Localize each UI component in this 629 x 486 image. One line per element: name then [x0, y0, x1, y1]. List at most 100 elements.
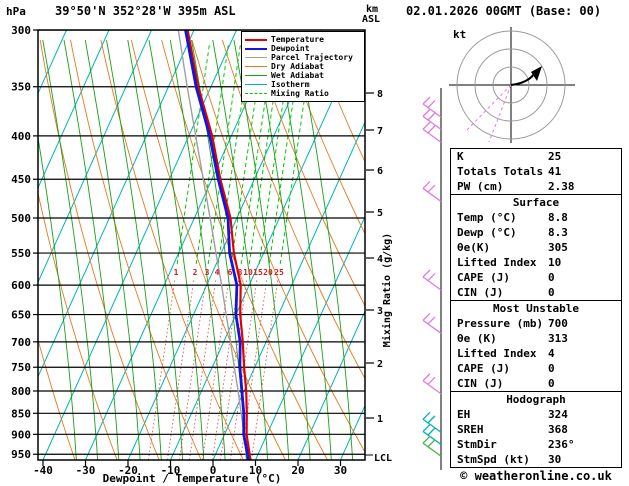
temp-tick-label: 0 [210, 464, 217, 477]
datetime-label: 02.01.2026 00GMT (Base: 00) [406, 4, 601, 18]
pressure-tick-label: 500 [11, 212, 31, 225]
temp-tick-label: 20 [291, 464, 304, 477]
legend-item: Isotherm [245, 80, 361, 89]
storm-sector-line [464, 84, 512, 133]
station-coordinates: 39°50'N 352°28'W 395m ASL [55, 4, 236, 18]
stat-row: Pressure (mb) 700 [451, 316, 621, 331]
stat-row: StmSpd (kt) 30 [451, 452, 621, 467]
legend-swatch [245, 75, 267, 76]
km-tick-label: 8 [377, 89, 383, 100]
stat-value: 25 [548, 150, 562, 163]
pressure-tick-label: 850 [11, 407, 31, 420]
altitude-axis-unit-asl: ASL [362, 14, 380, 25]
stats-section-title: Hodograph [506, 393, 566, 406]
mixing-ratio-value: 10 [243, 268, 253, 277]
pressure-tick-label: 400 [11, 130, 31, 143]
wind-barb [422, 269, 442, 291]
temperature-curve [186, 30, 252, 460]
stats-section-title: Surface [512, 196, 560, 209]
stat-value: 30 [548, 453, 562, 466]
stat-value: 0 [548, 377, 555, 390]
stat-row: CAPE (J) 0 [451, 270, 621, 285]
stat-label: CAPE (J) [457, 362, 510, 375]
stat-value: 236° [548, 438, 575, 451]
hodograph-unit-label: kt [453, 28, 466, 41]
stat-value: 2.38 [548, 180, 575, 193]
stat-label: Pressure (mb) [457, 317, 544, 330]
stat-label: CIN (J) [457, 377, 504, 390]
stat-value: 0 [548, 362, 555, 375]
stat-label: Lifted Index [457, 347, 537, 360]
mixing-ratio-value: 15 [253, 268, 263, 277]
mixing-ratio-value: 8 [238, 268, 243, 277]
chart-legend: Temperature Dewpoint Parcel Trajectory Dry … [241, 31, 365, 102]
stat-row: EH 324 [451, 407, 621, 422]
km-tick-label: 6 [377, 166, 383, 177]
stat-value: 8.3 [548, 226, 568, 239]
pressure-tick-label: 900 [11, 428, 31, 441]
stat-label: θe (K) [457, 332, 497, 345]
km-tick-label: 4 [377, 254, 383, 265]
legend-label: Mixing Ratio [271, 89, 329, 98]
stat-value: 0 [548, 271, 555, 284]
mixing-ratio-value: 6 [228, 268, 233, 277]
wind-barb [422, 435, 442, 457]
stat-label: CAPE (J) [457, 271, 510, 284]
mixing-ratio-value: 2 [193, 268, 198, 277]
stats-section: Most Unstable Pressure (mb) 700 θe (K) 313 Li… [450, 300, 622, 392]
legend-label: Wet Adiabat [271, 71, 324, 80]
pressure-tick-label: 650 [11, 309, 31, 322]
pressure-tick-label: 950 [11, 448, 31, 461]
pressure-tick-label: 750 [11, 361, 31, 374]
plot-border [37, 29, 366, 461]
stat-row: K 25 [451, 149, 621, 164]
altitude-axis-unit-km: km [366, 4, 378, 15]
hodograph-ring-2 [474, 48, 548, 122]
stat-label: Lifted Index [457, 256, 537, 269]
legend-swatch [245, 57, 267, 58]
stat-row: Lifted Index 4 [451, 346, 621, 361]
legend-item: Parcel Trajectory [245, 53, 361, 62]
stat-value: 313 [548, 332, 568, 345]
temp-tick-label: -20 [118, 464, 138, 477]
legend-swatch [245, 66, 267, 67]
lcl-label: LCL [374, 453, 392, 464]
hodograph-arrowhead [531, 66, 542, 81]
legend-label: Parcel Trajectory [271, 53, 353, 62]
pressure-tick-label: 450 [11, 173, 31, 186]
legend-label: Temperature [271, 35, 324, 44]
stat-value: 10 [548, 256, 562, 269]
mixing-ratio-axis-label: Mixing Ratio (g/kg) [381, 233, 393, 347]
stat-label: PW (cm) [457, 180, 504, 193]
stat-value: 8.8 [548, 211, 568, 224]
pressure-tick-label: 700 [11, 336, 31, 349]
stat-label: StmDir [457, 438, 497, 451]
mixing-ratio-value: 1 [174, 268, 179, 277]
stat-row: CIN (J) 0 [451, 376, 621, 391]
stat-label: CIN (J) [457, 286, 504, 299]
stats-section: Surface Temp (°C) 8.8 Dewp (°C) 8.3 θe(K) 305 L… [450, 194, 622, 301]
stat-label: SREH [457, 423, 484, 436]
legend-item: Dewpoint [245, 44, 361, 53]
temp-tick-label: 10 [249, 464, 262, 477]
stat-value: 41 [548, 165, 562, 178]
hodograph-ring-3 [456, 30, 566, 140]
legend-item: Wet Adiabat [245, 71, 361, 80]
pressure-tick-label: 350 [11, 81, 31, 94]
mixing-ratio-value: 25 [274, 268, 284, 277]
indices-tables: K 25 Totals Totals 41 PW (cm) 2.38 Surface Temp… [450, 148, 622, 468]
legend-swatch [245, 38, 267, 41]
stat-value: 305 [548, 241, 568, 254]
copyright: © weatheronline.co.uk [460, 469, 612, 483]
storm-sector-line [488, 84, 512, 143]
stat-row: Dewp (°C) 8.3 [451, 225, 621, 240]
x-axis-label: Dewpoint / Temperature (°C) [103, 472, 282, 485]
legend-label: Dewpoint [271, 44, 310, 53]
stat-label: Temp (°C) [457, 211, 517, 224]
hodograph-trace [510, 73, 535, 86]
stat-row: PW (cm) 2.38 [451, 179, 621, 194]
temp-tick-label: 30 [334, 464, 347, 477]
stat-label: EH [457, 408, 471, 421]
legend-swatch [245, 93, 267, 94]
